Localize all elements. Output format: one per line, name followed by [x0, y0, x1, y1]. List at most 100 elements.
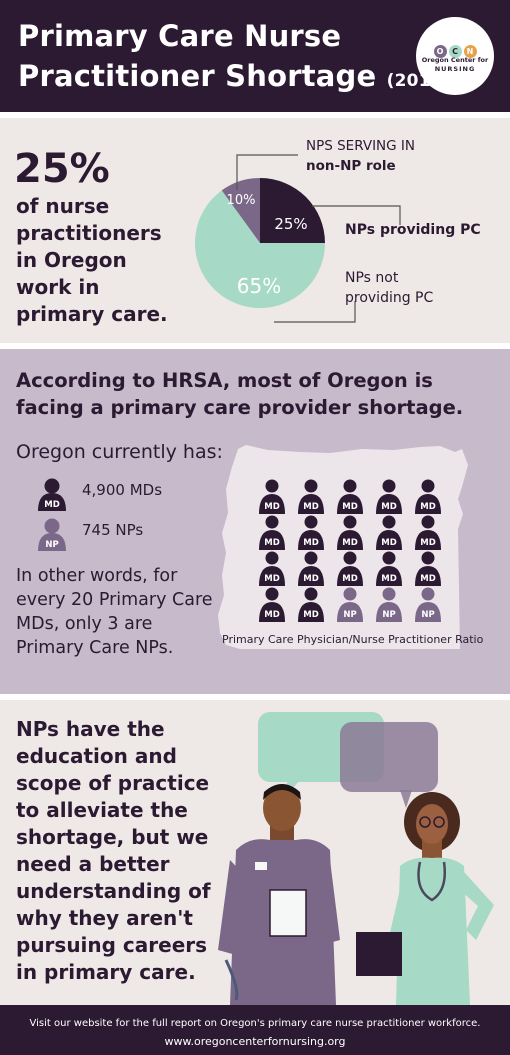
- ratio-icon-tag: MD: [264, 538, 280, 548]
- np-person-icon: NP: [38, 518, 66, 551]
- md-tag: MD: [44, 500, 60, 510]
- ratio-icon-tag: NP: [343, 610, 356, 620]
- logo-line-1: Oregon Center for: [421, 56, 489, 64]
- nurses-illustration: [218, 712, 494, 1005]
- ratio-icon-tag: MD: [303, 610, 319, 620]
- stethoscope-icon: [224, 959, 239, 1001]
- logo-dot-c: C: [448, 45, 462, 58]
- md-person-icon: MD: [376, 515, 402, 550]
- ratio-icon-tag: NP: [382, 610, 395, 620]
- ratio-grid: MD MD MD MD MD MD MD MD MD MD MD MD MD MD MD MD MD NP NP NP: [259, 479, 441, 622]
- callout-line-nonnp: [236, 154, 298, 190]
- closing-message: NPs have the education and scope of prac…: [16, 717, 211, 984]
- closing-section: NPs have the education and scope of prac…: [0, 700, 510, 1005]
- title-line-1: Primary Care Nurse: [18, 19, 342, 53]
- oregon-has-label: Oregon currently has:: [16, 441, 223, 463]
- md-person-icon: MD: [259, 515, 285, 550]
- md-person-icon: MD: [415, 551, 441, 586]
- pie-slices: [195, 178, 325, 308]
- hrsa-heading: According to HRSA, most of Oregon is fac…: [16, 369, 464, 419]
- md-person-icon: MD: [337, 479, 363, 514]
- divider: [0, 112, 510, 118]
- md-person-icon: MD: [298, 551, 324, 586]
- md-person-icon: MD: [259, 479, 285, 514]
- ratio-caption: Primary Care Physician/Nurse Practitione…: [222, 633, 484, 646]
- np-tag: NP: [45, 540, 58, 550]
- male-nurse-figure: [218, 784, 340, 1005]
- title-line-2: Practitioner Shortage (2019): [18, 56, 451, 101]
- title-line-2-text: Practitioner Shortage: [18, 59, 377, 93]
- ratio-icon-tag: MD: [264, 574, 280, 584]
- callout-nonnp-2: non-NP role: [306, 158, 396, 174]
- ratio-icon-tag: MD: [303, 574, 319, 584]
- md-person-icon: MD: [298, 479, 324, 514]
- website-link[interactable]: www.oregoncenterfornursing.org: [164, 1035, 346, 1048]
- callout-providing: NPs providing PC: [345, 222, 481, 238]
- ratio-icon-tag: MD: [342, 502, 358, 512]
- ratio-icon-tag: MD: [420, 538, 436, 548]
- ratio-icon-tag: MD: [264, 610, 280, 620]
- callout-line-providing: [312, 205, 401, 225]
- ratio-icon-tag: MD: [420, 574, 436, 584]
- md-person-icon: MD: [259, 587, 285, 622]
- folder-icon: [356, 932, 402, 976]
- md-person-icon: MD: [298, 515, 324, 550]
- md-person-icon: MD: [337, 551, 363, 586]
- divider: [0, 343, 510, 349]
- callout-notproviding-2: providing PC: [345, 290, 434, 306]
- np-primary-care-section: 25% of nurse practitioners in Oregon wor…: [0, 118, 510, 343]
- np-person-icon: NP: [415, 587, 441, 622]
- ratio-icon-tag: MD: [342, 574, 358, 584]
- hrsa-section: According to HRSA, most of Oregon is fac…: [0, 349, 510, 694]
- footer: Visit our website for the full report on…: [0, 1005, 510, 1055]
- slice-label-10: 10%: [227, 193, 256, 208]
- np-person-icon: NP: [337, 587, 363, 622]
- np-person-icon: NP: [376, 587, 402, 622]
- ratio-icon-tag: NP: [421, 610, 434, 620]
- female-nurse-figure: [356, 792, 494, 1005]
- logo-dot-n: N: [463, 45, 477, 58]
- logo-line-2: NURSING: [434, 65, 476, 73]
- pie-slice-25: [260, 178, 325, 243]
- stat-text: of nurse practitioners in Oregon work in…: [16, 194, 168, 326]
- ratio-icon-tag: MD: [420, 502, 436, 512]
- callout-notproviding-1: NPs not: [345, 270, 399, 286]
- slice-label-65: 65%: [237, 274, 281, 298]
- speech-bubble-purple: [340, 722, 438, 808]
- divider: [0, 694, 510, 700]
- header: Primary Care Nurse Practitioner Shortage…: [0, 0, 510, 112]
- footer-text: Visit our website for the full report on…: [29, 1018, 481, 1029]
- md-person-icon: MD: [38, 478, 66, 511]
- callout-nonnp-1: NPs serving in: [306, 138, 415, 154]
- md-person-icon: MD: [337, 515, 363, 550]
- pie-slice-10: [221, 178, 260, 243]
- ratio-icon-tag: MD: [303, 538, 319, 548]
- slice-label-25: 25%: [274, 215, 307, 233]
- clipboard-icon: [269, 889, 307, 937]
- ratio-explanation: In other words, for every 20 Primary Car…: [16, 566, 213, 658]
- ratio-icon-tag: MD: [381, 502, 397, 512]
- logo-dot-o: O: [433, 45, 447, 58]
- pie-slice-65: [195, 190, 325, 308]
- ratio-icon-tag: MD: [264, 502, 280, 512]
- ratio-icon-tag: MD: [381, 538, 397, 548]
- md-person-icon: MD: [259, 551, 285, 586]
- md-person-icon: MD: [415, 479, 441, 514]
- callout-line-notproviding: [274, 301, 356, 323]
- ratio-icon-tag: MD: [342, 538, 358, 548]
- md-person-icon: MD: [415, 515, 441, 550]
- legend-np-row: NP 745 NPs: [36, 517, 143, 555]
- legend-md-row: MD 4,900 MDs: [36, 477, 162, 515]
- md-person-icon: MD: [298, 587, 324, 622]
- md-count: 4,900 MDs: [82, 481, 163, 499]
- stat-percent: 25%: [14, 146, 110, 192]
- oregon-map: MD MD MD MD MD MD MD MD MD MD MD MD MD MD MD MD MD NP NP NP: [218, 445, 468, 649]
- stethoscope-icon: [417, 861, 446, 902]
- page-title: Primary Care Nurse Practitioner Shortage…: [18, 16, 451, 101]
- pie-chart: 10% 25% 65% NPs serving in non-NP role N…: [195, 138, 481, 323]
- md-person-icon: MD: [376, 479, 402, 514]
- np-count: 745 NPs: [82, 521, 144, 539]
